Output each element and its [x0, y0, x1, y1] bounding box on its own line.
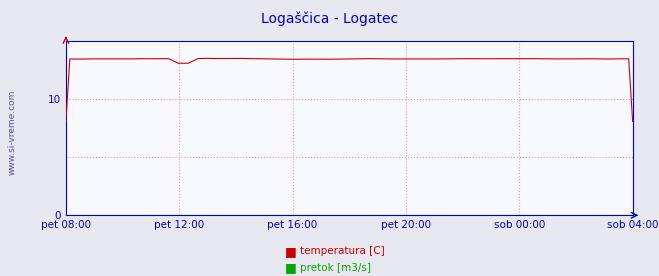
Text: www.si-vreme.com: www.si-vreme.com [8, 90, 17, 175]
Text: ■: ■ [285, 261, 297, 274]
Text: pretok [m3/s]: pretok [m3/s] [300, 263, 371, 273]
Text: Logaščica - Logatec: Logaščica - Logatec [261, 11, 398, 26]
Text: temperatura [C]: temperatura [C] [300, 246, 385, 256]
Text: ■: ■ [285, 245, 297, 258]
